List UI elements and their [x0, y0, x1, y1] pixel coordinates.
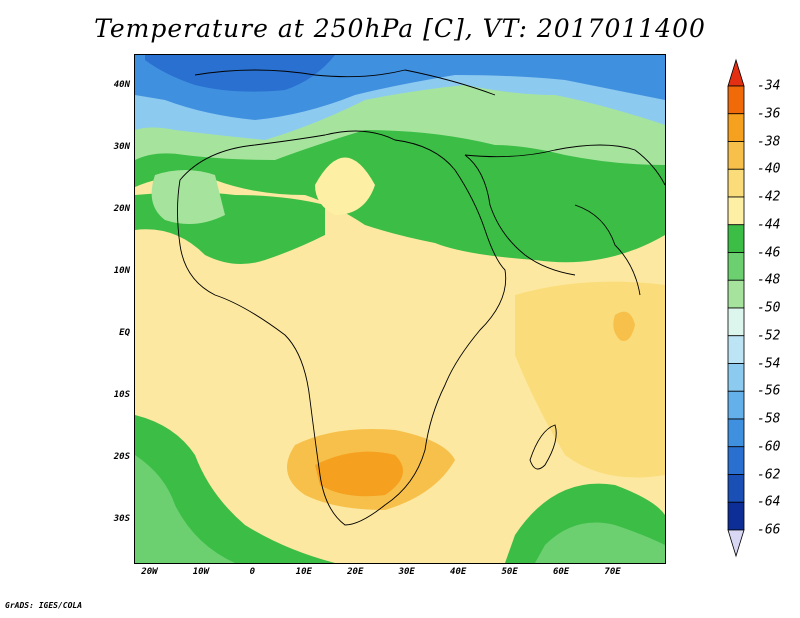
lat-label: 30N: [113, 141, 130, 152]
lon-label: 40E: [450, 567, 467, 577]
colorbar-label: -36: [757, 106, 781, 122]
colorbar-segment: [727, 279, 745, 309]
colorbar-label: -46: [757, 245, 781, 260]
colorbar-segment: [727, 224, 745, 253]
colorbar-segment: [727, 446, 745, 475]
lat-label: 30S: [113, 513, 130, 524]
lon-label: 50E: [501, 567, 518, 577]
lon-label: 10E: [295, 567, 312, 577]
colorbar: [727, 58, 745, 558]
lat-label: 10N: [113, 265, 130, 276]
colorbar-label: -38: [757, 134, 781, 149]
colorbar-arrow-bottom: [727, 529, 745, 558]
colorbar-label: -54: [757, 356, 781, 371]
map-title: Temperature at 250hPa [C], VT: 201701140…: [94, 14, 706, 43]
colorbar-label: -34: [757, 78, 781, 94]
colorbar-segment: [727, 168, 745, 198]
lat-label: 20S: [113, 451, 130, 462]
colorbar-label: -58: [757, 411, 781, 427]
colorbar-segment: [727, 252, 745, 281]
colorbar-segment: [727, 196, 745, 226]
colorbar-segment: [727, 418, 745, 448]
lon-label: 30E: [398, 567, 415, 577]
colorbar-segment: [727, 307, 745, 337]
footer-credit: GrADS: IGES/COLA: [5, 601, 83, 610]
lat-label: EQ: [119, 327, 130, 338]
colorbar-label: -64: [757, 494, 781, 510]
lon-label: 20E: [347, 567, 364, 577]
colorbar-segment: [727, 85, 745, 115]
colorbar-label: -66: [757, 522, 781, 538]
colorbar-arrow-top: [727, 58, 745, 87]
colorbar-label: -56: [757, 383, 781, 399]
colorbar-label: -60: [757, 439, 781, 455]
lon-label: 0: [249, 567, 256, 577]
colorbar-segment: [727, 363, 745, 392]
colorbar-segment: [727, 390, 745, 420]
colorbar-label: -62: [757, 467, 781, 482]
lat-label: 20N: [113, 203, 130, 214]
lon-label: 20W: [141, 567, 158, 577]
lon-label: 60E: [552, 567, 570, 577]
lat-label: 10S: [113, 389, 130, 400]
temperature-map: [134, 54, 666, 564]
colorbar-segment: [727, 501, 745, 531]
colorbar-segment: [727, 113, 745, 142]
colorbar-label: -40: [757, 161, 781, 177]
colorbar-label: -52: [757, 328, 781, 344]
lat-label: 40N: [113, 79, 130, 90]
lon-label: 10W: [192, 567, 210, 577]
colorbar-label: -44: [757, 217, 781, 233]
temperature-field: [135, 55, 665, 563]
colorbar-label: -48: [757, 272, 781, 288]
colorbar-segment: [727, 474, 745, 503]
colorbar-label: -42: [757, 189, 781, 205]
colorbar-label: -50: [757, 300, 781, 316]
colorbar-segment: [727, 335, 745, 364]
colorbar-segment: [727, 141, 745, 170]
lon-label: 70E: [604, 567, 621, 577]
